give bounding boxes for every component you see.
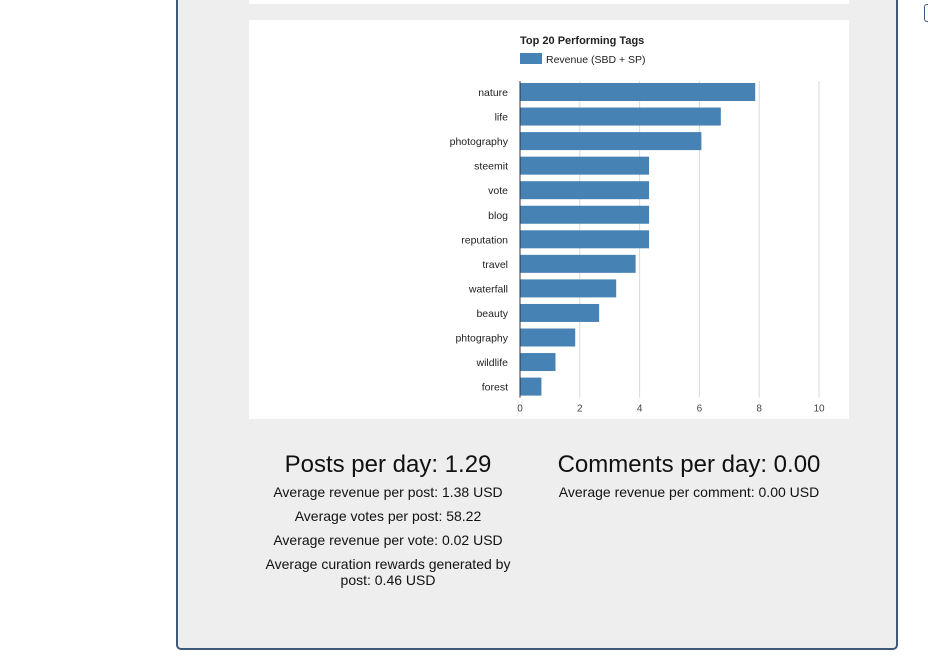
category-label-vote: vote [488,185,508,197]
category-label-blog: blog [488,210,508,222]
category-labels: nature life photography steemit vote blog repu… [450,87,509,394]
avg-revenue-per-vote: Average revenue per vote: 0.02 USD [273,532,503,548]
legend-swatch [520,53,542,64]
top-card-edge [249,0,849,4]
x-tick-label-2: 2 [577,404,583,415]
category-label-wildlife: wildlife [475,357,508,369]
bar-chart: Top 20 Performing Tags Revenue (SBD + SP… [450,35,825,415]
bar-reputation[interactable] [520,230,650,249]
category-label-travel: travel [482,259,508,271]
x-tick-label-0: 0 [517,404,523,415]
bar-photography[interactable] [520,132,702,151]
category-label-waterfall: waterfall [468,283,508,295]
category-label-photography: photography [450,136,509,148]
avg-votes-per-post: Average votes per post: 58.22 [294,508,482,524]
x-tick-label-10: 10 [813,404,825,415]
avg-revenue-per-post: Average revenue per post: 1.38 USD [273,484,503,500]
bar-life[interactable] [520,107,721,126]
posts-per-day-heading: Posts per day: 1.29 [284,451,492,478]
category-label-phtography: phtography [455,333,508,345]
bar-waterfall[interactable] [520,279,617,298]
x-axis-ticks: 0 2 4 6 8 10 [517,404,825,415]
bar-phtography[interactable] [520,328,576,347]
bar-blog[interactable] [520,205,650,224]
x-tick-label-4: 4 [637,404,643,415]
bar-steemit[interactable] [520,156,650,175]
x-tick-label-6: 6 [697,404,703,415]
x-tick-label-8: 8 [756,404,762,415]
bar-forest[interactable] [520,377,542,396]
category-label-life: life [495,112,509,124]
legend-label: Revenue (SBD + SP) [546,54,646,66]
category-label-steemit: steemit [474,161,508,173]
bar-beauty[interactable] [520,303,600,322]
category-label-beauty: beauty [476,308,508,320]
comments-per-day-heading: Comments per day: 0.00 [557,451,821,478]
avg-curation-rewards: Average curation rewards generated by po… [265,556,511,588]
bar-wildlife[interactable] [520,353,556,372]
bar-travel[interactable] [520,254,636,273]
category-label-forest: forest [482,382,508,394]
category-label-nature: nature [478,87,508,99]
comments-stats: Comments per day: 0.00 Average revenue p… [548,450,830,508]
chart-title: Top 20 Performing Tags [520,35,644,47]
side-widget-edge [924,4,928,22]
chart-container: Top 20 Performing Tags Revenue (SBD + SP… [249,20,849,419]
bar-vote[interactable] [520,181,650,200]
posts-stats: Posts per day: 1.29 Average revenue per … [258,450,518,596]
bars [520,83,756,396]
avg-revenue-per-comment: Average revenue per comment: 0.00 USD [558,484,820,500]
category-label-reputation: reputation [461,234,508,246]
bar-nature[interactable] [520,83,756,101]
